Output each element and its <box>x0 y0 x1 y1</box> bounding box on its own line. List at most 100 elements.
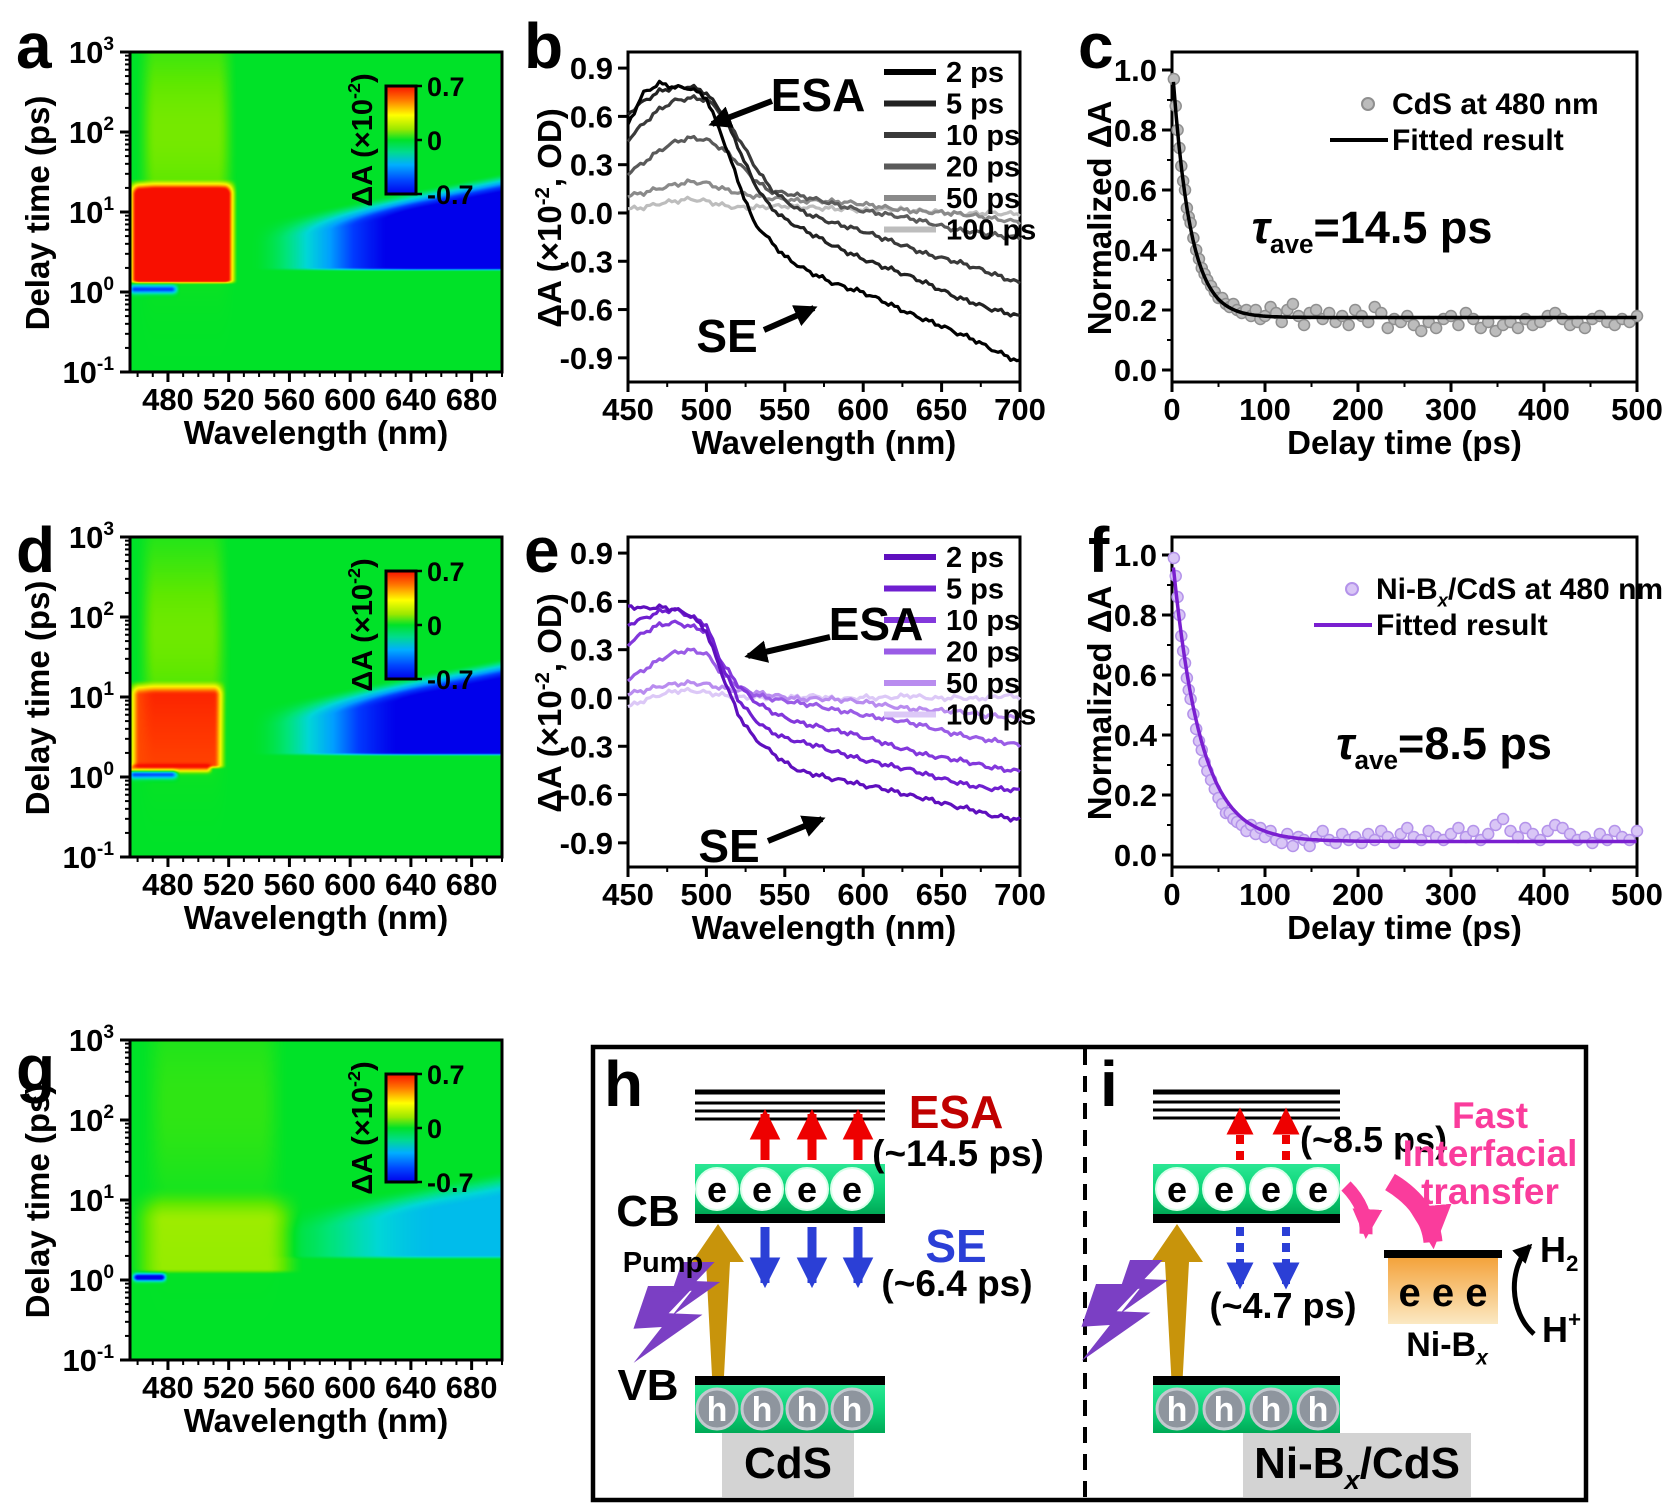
tick-label-x: 560 <box>264 1370 316 1405</box>
tick-label-x: 560 <box>264 867 316 902</box>
tick-label-x: 680 <box>446 867 498 902</box>
legend-label: 20 ps <box>946 637 1020 669</box>
tick-label-x: 700 <box>994 392 1046 427</box>
annotation-esa: ESA <box>829 598 924 650</box>
series-2-ps <box>626 79 1021 363</box>
series-2-ps <box>627 603 1021 823</box>
panel-letter-d: d <box>16 514 56 586</box>
tick-label-y: 0.9 <box>570 536 613 571</box>
tick-label-x: 400 <box>1518 877 1570 912</box>
electron-label: e <box>842 1169 862 1210</box>
tick-label-y: 0.0 <box>570 196 613 231</box>
yaxis-label-d: Delay time (ps) <box>19 580 56 816</box>
se-time-i: (~4.7 ps) <box>1209 1285 1356 1326</box>
panel-e-plot: 450 500 550 600 650 7000.90.60.30.0-0.3-0.6-0… <box>560 535 1046 912</box>
hole-label: h <box>1261 1391 1282 1429</box>
tick-label-x: 650 <box>916 877 968 912</box>
material-label-cds: CdS <box>744 1439 832 1488</box>
electron-label: e <box>1214 1169 1234 1210</box>
tick-label-y: 100 <box>69 274 114 310</box>
tick-label-y: 0.3 <box>570 148 613 183</box>
legend-fit-label: Fitted result <box>1376 609 1548 642</box>
xaxis-label-f: Delay time (ps) <box>1287 909 1522 946</box>
electron-label: e <box>1261 1169 1281 1210</box>
tick-label-x: 500 <box>681 392 733 427</box>
esa-time: (~14.5 ps) <box>872 1133 1044 1174</box>
panel-letter-g: g <box>16 1032 56 1104</box>
series-50-ps <box>627 679 1022 722</box>
tick-label-y: 103 <box>69 1022 114 1058</box>
panel-letter-e: e <box>524 514 560 586</box>
series-100-ps <box>627 195 1021 218</box>
tick-label-y: 101 <box>69 194 114 230</box>
tick-label-x: 400 <box>1518 392 1570 427</box>
yaxis-label-e: ΔA (×10-2, OD) <box>531 593 568 813</box>
legend-label: 10 ps <box>946 605 1020 637</box>
tick-label-y: 10-1 <box>62 354 114 390</box>
tick-label-x: 450 <box>602 877 654 912</box>
xaxis-label-b: Wavelength (nm) <box>691 424 957 461</box>
tick-label-y: 103 <box>69 519 114 555</box>
tick-label-x: 0 <box>1163 877 1180 912</box>
legend-points-label: CdS at 480 nm <box>1392 88 1599 121</box>
series-5-ps <box>627 607 1020 794</box>
series-10-ps <box>626 94 1021 285</box>
tick-label-x: 640 <box>385 867 437 902</box>
pump-label: Pump <box>623 1247 704 1279</box>
series-20-ps <box>626 647 1022 749</box>
tick-label-y: 10-1 <box>62 839 114 875</box>
legend-label: 50 ps <box>946 183 1020 215</box>
tick-label-x: 650 <box>916 392 968 427</box>
tick-label-y: 100 <box>69 759 114 795</box>
transfer-label: Interfacial <box>1403 1133 1578 1174</box>
tick-label-x: 520 <box>203 1370 255 1405</box>
tick-label-x: 500 <box>1611 392 1663 427</box>
tick-label-x: 100 <box>1239 877 1291 912</box>
legend-label: 5 ps <box>946 89 1004 121</box>
tick-label-x: 480 <box>142 382 194 417</box>
tick-label-x: 520 <box>203 867 255 902</box>
transfer-label: Fast <box>1452 1095 1528 1136</box>
tick-label-x: 200 <box>1332 877 1384 912</box>
tick-label-x: 100 <box>1239 392 1291 427</box>
tick-label-x: 300 <box>1425 877 1477 912</box>
tau-annotation-c: τave=14.5 ps <box>1251 202 1493 259</box>
tick-label-x: 600 <box>324 1370 376 1405</box>
electron-label: e <box>1167 1169 1187 1210</box>
electron-label: e <box>797 1169 817 1210</box>
tick-label-y: 102 <box>69 1102 114 1138</box>
panel-b-plot: 450 500 550 600 650 7000.90.60.30.0-0.3-0.6-0… <box>560 50 1046 427</box>
annotation-se: SE <box>698 820 759 872</box>
hole-label: h <box>707 1391 728 1429</box>
yaxis-label-g: Delay time (ps) <box>19 1083 56 1319</box>
tick-label-x: 560 <box>264 382 316 417</box>
series-5-ps <box>626 83 1021 318</box>
tick-label-x: 300 <box>1425 392 1477 427</box>
electron-label: e <box>707 1169 727 1210</box>
tick-label-x: 500 <box>1611 877 1663 912</box>
series-20-ps <box>626 134 1022 241</box>
heatmap-canvas-g <box>130 1040 502 1360</box>
tick-label-y: 0.3 <box>570 633 613 668</box>
tick-label-x: 200 <box>1332 392 1384 427</box>
tick-label-x: 450 <box>602 392 654 427</box>
tick-label-x: 550 <box>759 392 811 427</box>
hole-label: h <box>1167 1391 1188 1429</box>
material-label-nibcds: Ni-Bx/CdS <box>1254 1439 1460 1495</box>
legend-label: 20 ps <box>946 152 1020 184</box>
xaxis-label-a: Wavelength (nm) <box>183 414 449 451</box>
tick-label-y: 0.9 <box>570 51 613 86</box>
tau-annotation-f: τave=8.5 ps <box>1336 718 1552 775</box>
tick-label-x: 600 <box>837 877 889 912</box>
hole-label: h <box>797 1391 818 1429</box>
series-50-ps <box>627 178 1022 226</box>
tick-label-y: 103 <box>69 34 114 70</box>
h2-label: H2 <box>1540 1229 1578 1276</box>
hole-label: h <box>1214 1391 1235 1429</box>
tick-label-x: 520 <box>203 382 255 417</box>
tick-label-y: 102 <box>69 114 114 150</box>
tick-label-x: 640 <box>385 1370 437 1405</box>
panel-letter-i: i <box>1100 1048 1118 1120</box>
tick-label-y: 10-1 <box>62 1342 114 1378</box>
